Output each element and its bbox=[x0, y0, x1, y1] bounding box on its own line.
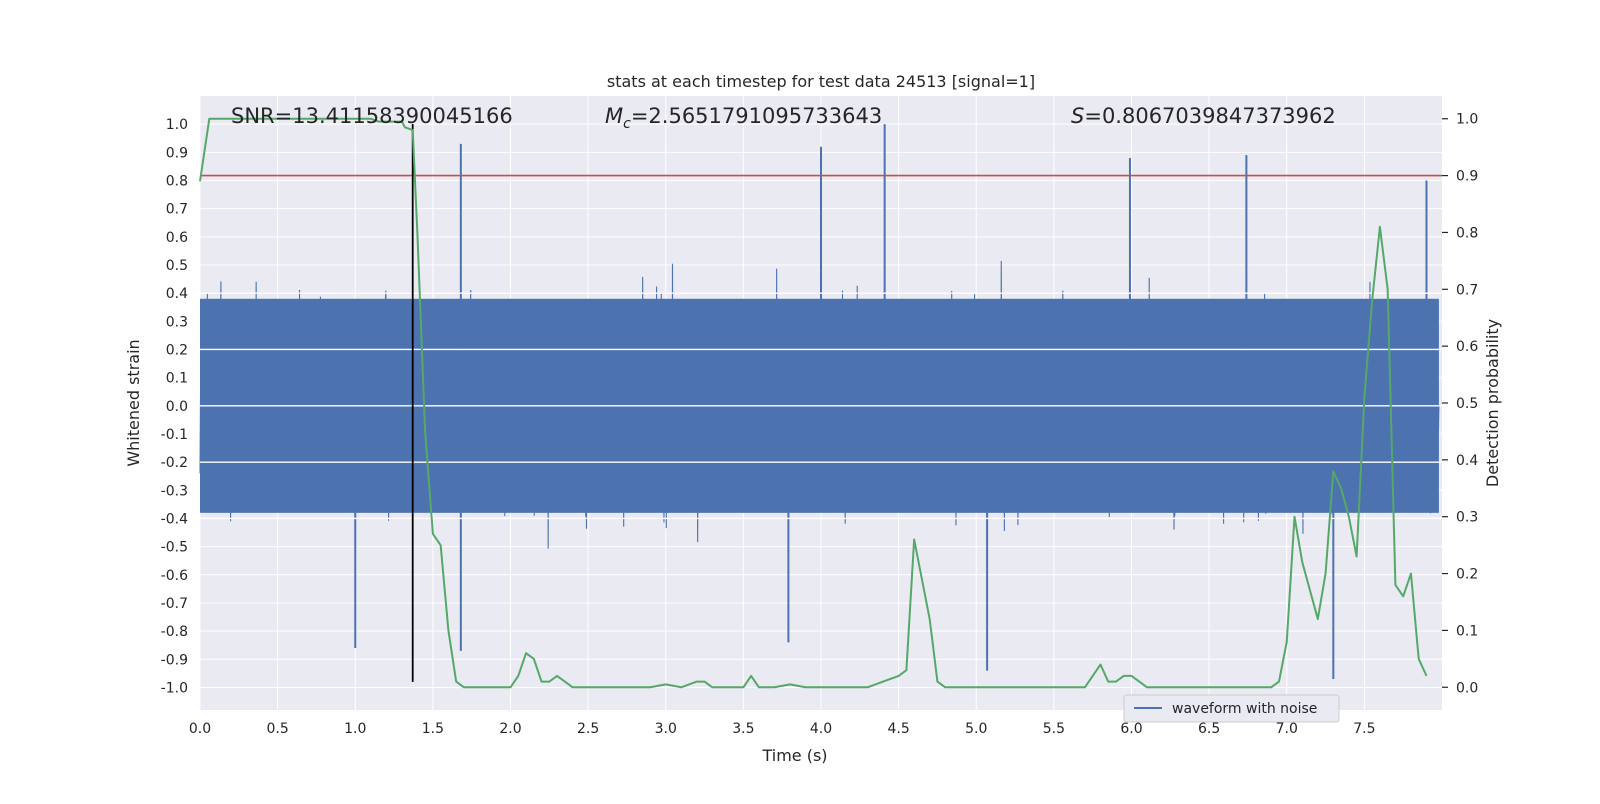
y-right-tick-label: 0.6 bbox=[1456, 339, 1478, 355]
y-left-tick-label: 0.4 bbox=[166, 286, 188, 302]
y-right-tick-label: 0.5 bbox=[1456, 396, 1478, 412]
y-right-tick-label: 0.4 bbox=[1456, 453, 1478, 469]
y-left-tick-label: -1.0 bbox=[161, 680, 188, 696]
mc-value: =2.5651791095733643 bbox=[631, 104, 882, 128]
y-left-tick-label: 0.1 bbox=[166, 371, 188, 387]
y-left-tick-label: -0.1 bbox=[161, 427, 188, 443]
y-left-tick-label: -0.8 bbox=[161, 624, 188, 640]
s-symbol: S bbox=[1071, 104, 1084, 128]
y-left-tick-label: -0.9 bbox=[161, 652, 188, 668]
y-right-tick-label: 0.7 bbox=[1456, 282, 1478, 298]
y-left-tick-label: -0.7 bbox=[161, 596, 188, 612]
y-right-tick-label: 0.0 bbox=[1456, 680, 1478, 696]
chart-title: stats at each timestep for test data 245… bbox=[607, 72, 1035, 91]
x-tick-label: 0.5 bbox=[266, 721, 288, 737]
y-left-tick-label: 0.8 bbox=[166, 173, 188, 189]
x-tick-label: 5.0 bbox=[965, 721, 987, 737]
x-tick-label: 6.5 bbox=[1198, 721, 1220, 737]
x-tick-label: 6.0 bbox=[1120, 721, 1142, 737]
x-tick-label: 7.5 bbox=[1353, 721, 1375, 737]
detection-probability-line bbox=[199, 117, 1428, 689]
x-tick-label: 1.0 bbox=[344, 721, 366, 737]
y-axis-left-label: Whitened strain bbox=[124, 339, 143, 466]
y-left-tick-label: 0.9 bbox=[166, 145, 188, 161]
y-left-tick-label: -0.6 bbox=[161, 568, 188, 584]
y-right-tick-label: 0.2 bbox=[1456, 567, 1478, 583]
legend-box bbox=[1123, 694, 1340, 723]
y-right-tick-label: 0.8 bbox=[1456, 225, 1478, 241]
y-right-tick-label: 0.3 bbox=[1456, 510, 1478, 526]
y-left-tick-label: 1.0 bbox=[166, 117, 188, 133]
y-left-tick-label: -0.4 bbox=[161, 511, 188, 527]
y-right-tick-label: 0.1 bbox=[1456, 623, 1478, 639]
x-tick-label: 3.0 bbox=[655, 721, 677, 737]
y-left-tick-label: 0.5 bbox=[166, 258, 188, 274]
y-left-tick-label: -0.3 bbox=[161, 483, 188, 499]
y-axis-right-label: Detection probability bbox=[1483, 319, 1502, 487]
y-right-tick-label: 0.9 bbox=[1456, 169, 1478, 185]
x-tick-label: 0.0 bbox=[189, 721, 211, 737]
legend: waveform with noise bbox=[1123, 694, 1340, 723]
snr-annotation: SNR=13.41158390045166 bbox=[231, 104, 513, 128]
x-tick-label: 2.5 bbox=[577, 721, 599, 737]
y-left-tick-label: 0.0 bbox=[166, 399, 188, 415]
y-left-tick-label: 0.6 bbox=[166, 230, 188, 246]
mc-annotation: Mc=2.5651791095733643 bbox=[605, 104, 882, 132]
y-left-tick-label: 0.7 bbox=[166, 202, 188, 218]
x-tick-label: 5.5 bbox=[1043, 721, 1065, 737]
y-left-tick-label: 0.2 bbox=[166, 342, 188, 358]
y-left-tick-label: 0.3 bbox=[166, 314, 188, 330]
x-axis-label: Time (s) bbox=[761, 746, 827, 765]
y-right-tick-label: 1.0 bbox=[1456, 112, 1478, 128]
tick-layer: 0.0 0.5 1.0 1.5 2.0 2.5 3.0 3.5 4.0 4.5 5.0 5.5 6.0 6… bbox=[161, 112, 1479, 737]
x-tick-label: 7.0 bbox=[1276, 721, 1298, 737]
mc-subscript: c bbox=[623, 116, 631, 132]
legend-label-waveform: waveform with noise bbox=[1172, 701, 1317, 717]
y-left-tick-label: -0.2 bbox=[161, 455, 188, 471]
x-tick-label: 4.5 bbox=[887, 721, 909, 737]
x-tick-label: 1.5 bbox=[422, 721, 444, 737]
x-tick-label: 4.0 bbox=[810, 721, 832, 737]
overlay-layer bbox=[199, 117, 1442, 689]
s-annotation: S=0.8067039847373962 bbox=[1071, 104, 1336, 128]
mc-symbol: M bbox=[605, 104, 623, 128]
y-left-tick-label: -0.5 bbox=[161, 540, 188, 556]
x-tick-label: 3.5 bbox=[732, 721, 754, 737]
x-tick-label: 2.0 bbox=[499, 721, 521, 737]
s-value: =0.8067039847373962 bbox=[1084, 104, 1335, 128]
